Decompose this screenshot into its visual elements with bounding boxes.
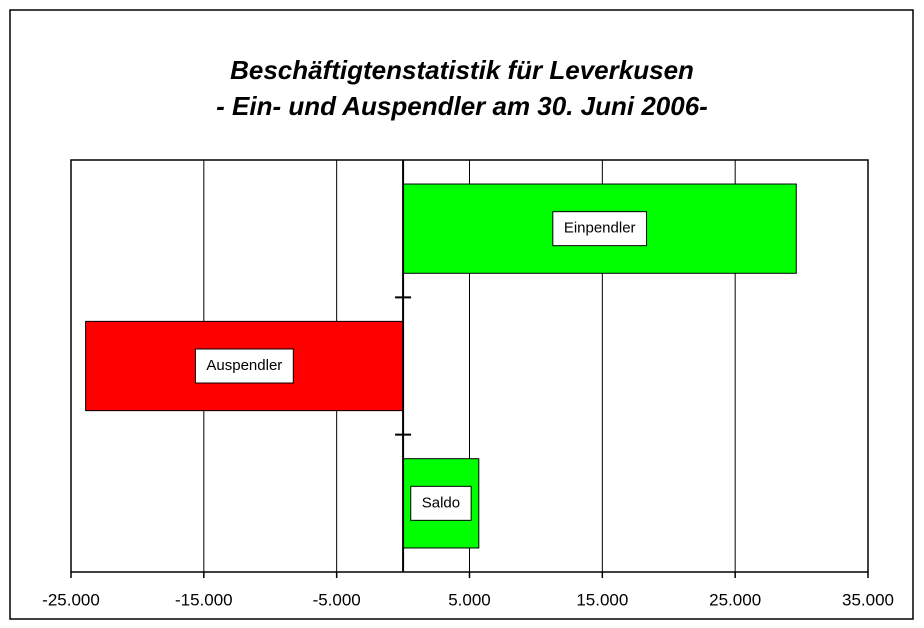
x-tick-label: 35.000: [842, 590, 894, 609]
category-label-box: [552, 211, 648, 247]
chart-subtitle: - Ein- und Auspendler am 30. Juni 2006-: [216, 91, 708, 121]
x-tick-label: -15.000: [175, 590, 233, 609]
category-label: Einpendler: [564, 220, 636, 237]
chart-title: Beschäftigtenstatistik für Leverkusen: [230, 55, 694, 85]
category-label-box: [194, 348, 294, 384]
x-tick-label: 25.000: [709, 590, 761, 609]
x-tick-label: -5.000: [313, 590, 361, 609]
x-tick-label: -25.000: [42, 590, 100, 609]
x-tick-label: 5.000: [448, 590, 491, 609]
category-label: Saldo: [422, 494, 460, 511]
x-tick-label: 15.000: [576, 590, 628, 609]
category-label-box: [410, 485, 472, 521]
category-label: Auspendler: [206, 357, 282, 374]
